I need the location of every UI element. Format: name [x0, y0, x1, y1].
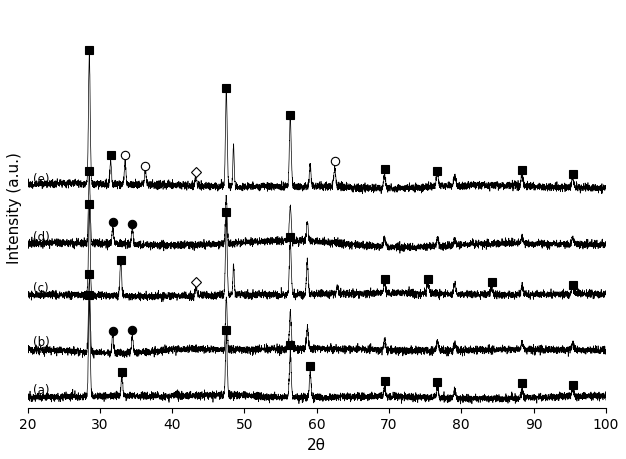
- Text: (e): (e): [33, 172, 50, 185]
- Text: (a): (a): [33, 383, 50, 396]
- X-axis label: 2θ: 2θ: [307, 437, 326, 452]
- Text: (c): (c): [33, 281, 49, 294]
- Text: (d): (d): [33, 230, 50, 243]
- Y-axis label: Intensity (a.u.): Intensity (a.u.): [7, 151, 22, 263]
- Text: (b): (b): [33, 336, 50, 348]
